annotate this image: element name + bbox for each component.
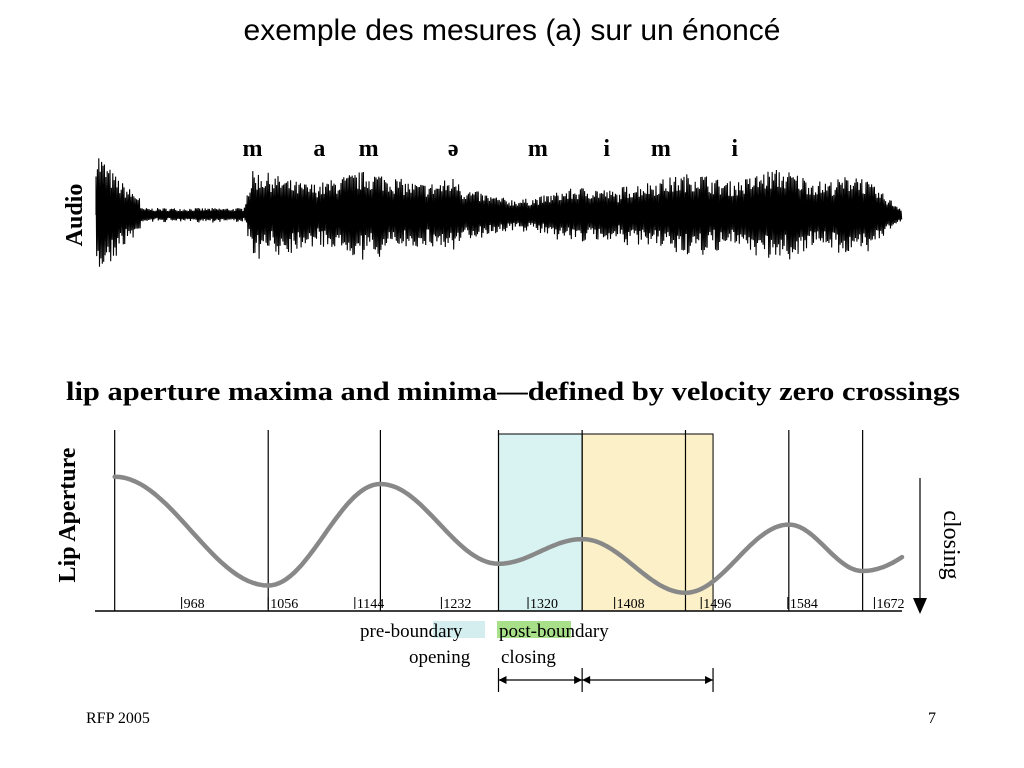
segment-label: a <box>313 136 325 162</box>
x-tick-label: 1672 <box>876 597 904 612</box>
lip-aperture-curve <box>112 474 905 596</box>
extrema-lines <box>114 430 864 611</box>
span-arrows <box>497 668 714 692</box>
post-boundary-highlight <box>497 621 571 638</box>
x-tick-label: 1496 <box>703 597 731 612</box>
x-tick-label: 1408 <box>617 597 645 612</box>
tick-labels: 968 1056 1144 1232 1320 1408 1496 1584 1672 <box>181 597 904 612</box>
pre-boundary-region <box>498 433 583 612</box>
x-tick-label: 1584 <box>790 597 818 612</box>
post-closing-label: closing <box>501 647 556 668</box>
slide-title: exemple des mesures (a) sur un énoncé <box>243 14 781 47</box>
pre-opening-label: opening <box>409 647 471 668</box>
x-tick-label: 1056 <box>270 597 298 612</box>
footer-text: RFP 2005 <box>86 710 150 727</box>
page-number: 7 <box>928 710 936 727</box>
segment-label: m <box>359 136 379 162</box>
x-tick-label: 1232 <box>443 597 471 612</box>
closing-arrow <box>913 478 927 614</box>
post-boundary-region <box>581 433 714 612</box>
lip-panel-title: lip aperture maxima and minima—defined b… <box>66 377 960 406</box>
audio-ylabel: Audio <box>62 184 88 247</box>
x-tick-label: 968 <box>184 597 205 612</box>
pre-boundary-highlight <box>433 621 485 638</box>
segment-label: ə <box>448 136 459 162</box>
x-tick-label: 1144 <box>357 597 384 612</box>
span-arrow <box>498 676 583 684</box>
span-arrow <box>582 676 714 684</box>
post-boundary-label: post-boundary <box>499 621 609 642</box>
audio-panel: Audio m a m ə m i m i <box>62 136 903 267</box>
segment-label: m <box>528 136 548 162</box>
segment-label: i <box>731 136 738 162</box>
segment-label: m <box>651 136 671 162</box>
segment-label: m <box>242 136 262 162</box>
lip-panel: lip aperture maxima and minima—defined b… <box>55 377 964 692</box>
x-tick-label: 1320 <box>530 597 558 612</box>
audio-waveform <box>95 158 903 267</box>
closing-label: closing <box>938 510 964 579</box>
lip-ylabel: Lip Aperture <box>55 447 81 582</box>
segment-label: i <box>603 136 610 162</box>
pre-boundary-label: pre-boundary <box>360 621 463 642</box>
